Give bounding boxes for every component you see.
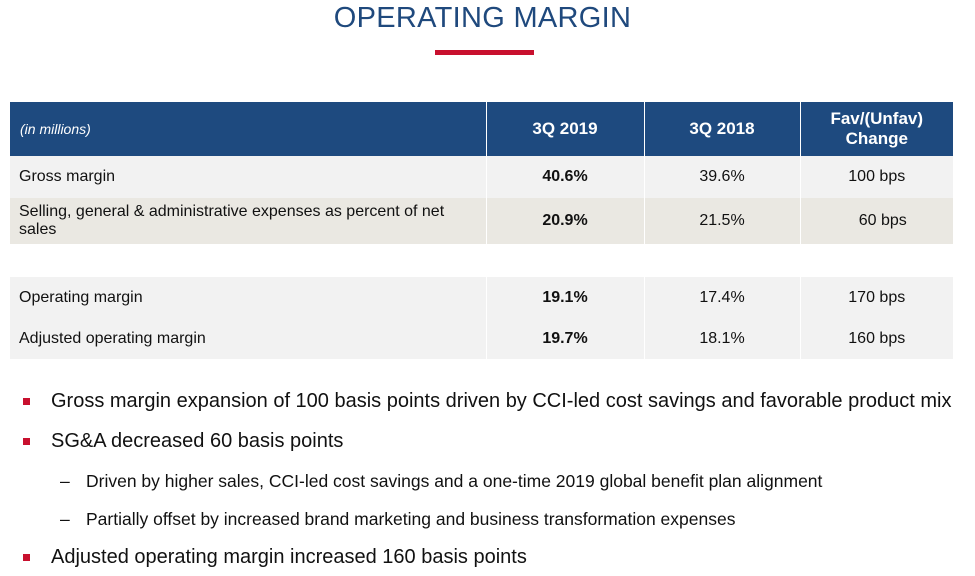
operating-margin-table: (in millions) 3Q 2019 3Q 2018 Fav/(Unfav… (10, 102, 953, 359)
cell-3q-2019: 19.7% (486, 318, 645, 359)
square-bullet-icon (23, 438, 30, 445)
bullet-text: SG&A decreased 60 basis points (51, 430, 344, 452)
header-units: (in millions) (10, 102, 487, 156)
sub-bullet-text: Driven by higher sales, CCI-led cost sav… (86, 471, 823, 491)
table-row: Adjusted operating margin 19.7% 18.1% 16… (10, 318, 953, 359)
row-label: Gross margin (10, 156, 487, 198)
dash-bullet-icon: – (60, 471, 70, 491)
cell-3q-2018: 21.5% (644, 198, 801, 244)
bullet-text: Adjusted operating margin increased 160 … (51, 546, 527, 568)
cell-3q-2018: 18.1% (644, 318, 801, 359)
table-spacer-row (10, 244, 953, 277)
cell-3q-2019: 20.9% (486, 198, 645, 244)
cell-change: 170 bps (800, 277, 953, 318)
title-accent-rule (435, 50, 534, 55)
cell-change: 160 bps (800, 318, 953, 359)
square-bullet-icon (23, 398, 30, 405)
row-label: Selling, general & administrative expens… (10, 198, 487, 244)
table-header-row: (in millions) 3Q 2019 3Q 2018 Fav/(Unfav… (10, 102, 953, 156)
header-3q-2018: 3Q 2018 (644, 102, 801, 156)
dash-bullet-icon: – (60, 509, 70, 529)
square-bullet-icon (23, 554, 30, 561)
sub-bullet-text: Partially offset by increased brand mark… (86, 509, 736, 529)
cell-change: 60 bps (800, 198, 953, 244)
cell-change: 100 bps (800, 156, 953, 198)
cell-3q-2019: 40.6% (486, 156, 645, 198)
cell-3q-2019: 19.1% (486, 277, 645, 318)
header-change: Fav/(Unfav) Change (800, 102, 953, 156)
header-3q-2019: 3Q 2019 (486, 102, 645, 156)
page-title: OPERATING MARGIN (333, 2, 632, 34)
cell-3q-2018: 17.4% (644, 277, 801, 318)
table-row: Selling, general & administrative expens… (10, 198, 953, 244)
table-row: Operating margin 19.1% 17.4% 170 bps (10, 277, 953, 318)
row-label: Adjusted operating margin (10, 318, 487, 359)
row-label: Operating margin (10, 277, 487, 318)
cell-3q-2018: 39.6% (644, 156, 801, 198)
bullet-text: Gross margin expansion of 100 basis poin… (51, 390, 952, 412)
table-row: Gross margin 40.6% 39.6% 100 bps (10, 156, 953, 198)
